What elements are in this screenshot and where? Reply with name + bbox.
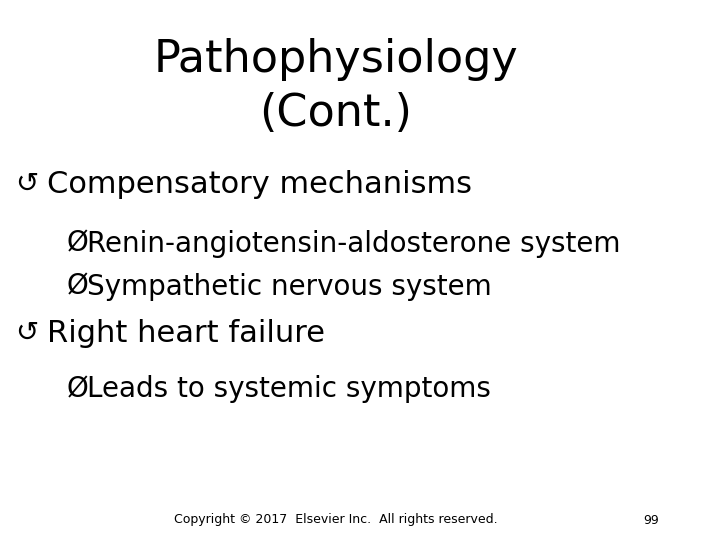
Text: Copyright © 2017  Elsevier Inc.  All rights reserved.: Copyright © 2017 Elsevier Inc. All right… (174, 514, 498, 526)
Text: Renin-angiotensin-aldosterone system: Renin-angiotensin-aldosterone system (87, 230, 621, 258)
Text: Pathophysiology: Pathophysiology (153, 38, 518, 81)
Text: Right heart failure: Right heart failure (47, 319, 325, 348)
Text: ↺: ↺ (15, 170, 38, 198)
Text: (Cont.): (Cont.) (259, 92, 413, 135)
Text: 99: 99 (643, 514, 659, 526)
Text: Leads to systemic symptoms: Leads to systemic symptoms (87, 375, 491, 403)
Text: Ø: Ø (66, 375, 88, 403)
Text: ↺: ↺ (15, 319, 38, 347)
Text: Ø: Ø (66, 230, 88, 258)
Text: Sympathetic nervous system: Sympathetic nervous system (87, 273, 492, 301)
Text: Compensatory mechanisms: Compensatory mechanisms (47, 170, 472, 199)
Text: Ø: Ø (66, 273, 88, 301)
